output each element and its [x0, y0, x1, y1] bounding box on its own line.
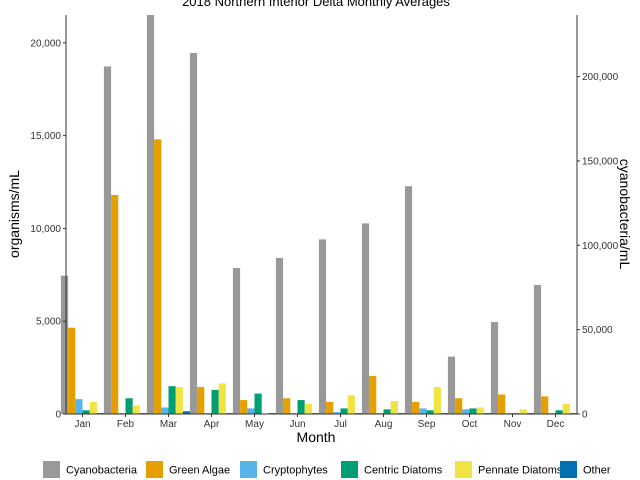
bar-green-algae-feb	[111, 195, 119, 414]
bar-cyanobacteria-aug	[361, 223, 370, 414]
bar-green-algae-oct	[455, 398, 463, 414]
y-tick-label: 20,000	[30, 38, 61, 49]
bar-green-algae-dec	[541, 396, 549, 414]
legend-label-pennate-diatoms: Pennate Diatoms	[478, 465, 563, 477]
bar-pennate-diatoms-oct	[476, 407, 484, 414]
left-axis-ticks: 0 5,000 10,000 15,000 20,000	[30, 38, 66, 421]
bar-cyanobacteria-mar	[146, 15, 155, 414]
y-axis-title: organisms/mL	[6, 170, 22, 258]
y2-tick-label: 150,000	[582, 156, 619, 167]
legend-label-cryptophytes: Cryptophytes	[263, 465, 328, 477]
bar-centric-diatoms-may	[254, 393, 262, 414]
bar-pennate-diatoms-jun	[304, 403, 312, 414]
bar-cyanobacteria-oct	[447, 356, 456, 414]
y-tick-label: 5,000	[36, 317, 61, 328]
bar-centric-diatoms-aug	[383, 409, 391, 414]
bar-green-algae-may	[240, 400, 248, 414]
legend-swatch-cyanobacteria	[43, 461, 60, 478]
y-tick-label: 10,000	[30, 224, 61, 235]
y-tick-label: 0	[55, 410, 61, 421]
x-tick-label: Aug	[375, 419, 393, 430]
bar-cyanobacteria-jul	[318, 239, 327, 414]
bar-centric-diatoms-jan	[82, 410, 90, 414]
bar-centric-diatoms-jul	[340, 408, 348, 414]
plot-area	[60, 15, 578, 415]
legend-swatch-cryptophytes	[240, 461, 257, 478]
x-axis-title: Month	[297, 429, 336, 445]
bar-centric-diatoms-jun	[297, 400, 305, 414]
bar-cryptophytes-mar	[161, 407, 169, 414]
bar-cyanobacteria-sep	[404, 186, 413, 414]
legend-label-centric-diatoms: Centric Diatoms	[364, 465, 443, 477]
bar-other-mar	[182, 411, 191, 414]
right-axis-ticks: 0 50,000 100,000 150,000 200,000	[577, 72, 619, 421]
bar-pennate-diatoms-apr	[218, 383, 226, 414]
bar-cyanobacteria-jan	[60, 275, 69, 414]
bar-centric-diatoms-apr	[211, 389, 219, 414]
bar-pennate-diatoms-sep	[433, 387, 441, 414]
bar-cryptophytes-sep	[419, 408, 427, 414]
bar-green-algae-aug	[369, 375, 377, 414]
bar-pennate-diatoms-aug	[390, 401, 398, 414]
x-tick-label: Jan	[74, 419, 90, 430]
x-tick-label: Oct	[462, 419, 478, 430]
bar-cryptophytes-may	[247, 408, 255, 414]
bar-pennate-diatoms-jul	[347, 395, 355, 414]
bar-pennate-diatoms-nov	[519, 409, 527, 414]
legend-label-cyanobacteria: Cyanobacteria	[66, 465, 138, 477]
bar-green-algae-mar	[154, 139, 162, 414]
x-tick-label: Feb	[117, 419, 135, 430]
bar-pennate-diatoms-dec	[562, 403, 570, 414]
legend-swatch-pennate-diatoms	[455, 461, 472, 478]
bar-pennate-diatoms-feb	[132, 405, 140, 414]
x-tick-label: Mar	[160, 419, 178, 430]
bar-green-algae-jul	[326, 401, 334, 414]
bar-green-algae-nov	[498, 394, 506, 414]
bar-centric-diatoms-feb	[125, 398, 133, 414]
bar-cyanobacteria-jun	[275, 257, 284, 414]
x-tick-label: Nov	[504, 419, 522, 430]
bar-cryptophytes-jul	[333, 412, 341, 414]
bar-cryptophytes-oct	[462, 409, 470, 414]
x-tick-label: Jul	[334, 419, 347, 430]
bar-cyanobacteria-feb	[103, 66, 112, 415]
legend: Cyanobacteria Green Algae Cryptophytes Cent…	[43, 461, 611, 478]
bar-pennate-diatoms-jan	[89, 401, 97, 414]
bar-green-algae-sep	[412, 401, 420, 414]
legend-label-green-algae: Green Algae	[169, 465, 230, 477]
bar-cyanobacteria-apr	[189, 52, 198, 415]
x-tick-label: Apr	[204, 419, 220, 430]
x-tick-label: Jun	[289, 419, 305, 430]
y2-tick-label: 100,000	[582, 241, 619, 252]
bar-cyanobacteria-nov	[490, 322, 499, 414]
x-axis-ticks: Jan Feb Mar Apr May Jun Jul Aug Sep Oct Nov Dec	[74, 414, 564, 430]
legend-swatch-other	[560, 461, 577, 478]
x-tick-label: Sep	[418, 419, 436, 430]
bar-green-algae-jun	[283, 398, 291, 414]
bar-centric-diatoms-oct	[469, 408, 477, 414]
bar-green-algae-apr	[197, 387, 205, 414]
legend-swatch-green-algae	[146, 461, 163, 478]
y2-tick-label: 0	[582, 410, 588, 421]
x-tick-label: Dec	[547, 419, 565, 430]
bar-centric-diatoms-mar	[168, 386, 176, 414]
y2-tick-label: 200,000	[582, 72, 619, 83]
y-tick-label: 15,000	[30, 131, 61, 142]
legend-swatch-centric-diatoms	[341, 461, 358, 478]
bar-cyanobacteria-may	[232, 268, 241, 414]
bar-centric-diatoms-sep	[426, 410, 434, 414]
chart-title: 2018 Northern Interior Delta Monthly Ave…	[182, 0, 450, 9]
y2-axis-title: cyanobacteria/mL	[617, 159, 633, 270]
bar-centric-diatoms-dec	[555, 410, 563, 414]
bar-cryptophytes-jan	[75, 399, 83, 414]
bar-green-algae-jan	[68, 327, 76, 414]
x-tick-label: May	[245, 419, 264, 430]
legend-label-other: Other	[583, 465, 611, 477]
y2-tick-label: 50,000	[582, 325, 613, 336]
bar-pennate-diatoms-mar	[175, 387, 183, 414]
bar-cyanobacteria-dec	[533, 284, 542, 414]
